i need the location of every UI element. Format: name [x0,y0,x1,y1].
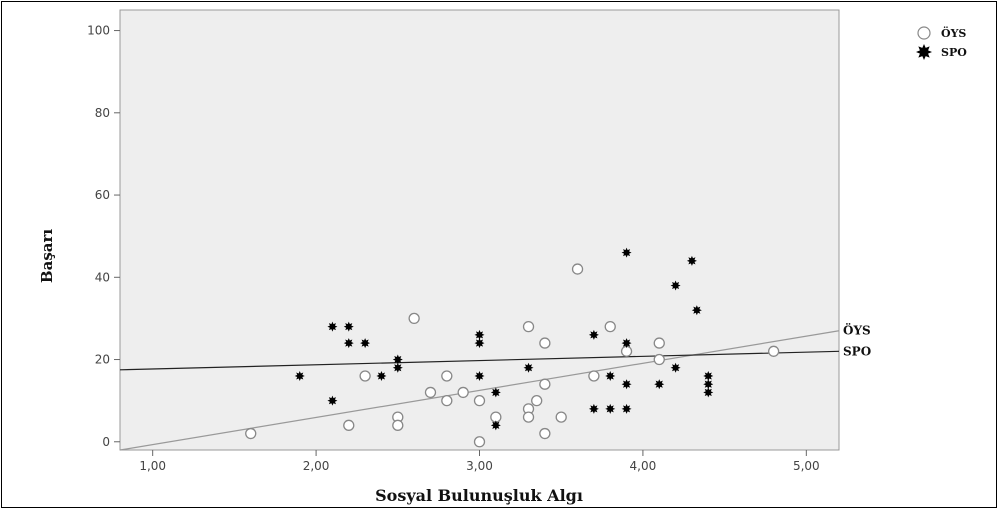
x-tick-label: 1,00 [139,459,166,473]
data-point-spo [294,370,305,381]
data-point-spo [654,379,665,390]
data-point-spo [392,362,403,373]
data-point-oys [473,436,486,448]
fit-line-label-oys: ÖYS [843,322,871,338]
legend-label-oys: ÖYS [941,26,966,40]
data-point-spo [360,338,371,349]
x-tick-label: 3,00 [466,459,493,473]
legend-marker-spo [916,44,932,60]
fit-line-oys [119,330,840,451]
data-point-oys [343,419,355,431]
x-tick-label: 2,00 [303,459,330,473]
y-tick-label: 80 [95,106,110,120]
data-point-oys [408,312,420,325]
data-point-oys [767,345,780,357]
fit-line-label-spo: SPO [843,344,871,358]
fit-lines [119,330,840,451]
legend-marker-oys [917,26,931,40]
data-point-spo [686,255,697,266]
data-point-oys [359,370,371,382]
x-axis-title: Sosyal Bulunuşluk Algı [375,486,583,505]
data-point-spo [490,387,501,398]
data-point-spo [621,379,632,390]
data-point-oys [473,395,486,407]
data-point-oys [522,411,535,423]
data-point-spo [621,403,632,414]
data-point-spo [392,354,403,365]
data-point-oys [531,395,543,407]
data-point-spo [588,403,599,414]
data-point-oys [539,337,551,349]
data-point-spo [474,338,485,349]
y-axis: 0 20 40 60 80 100 [87,24,120,449]
data-point-oys [604,320,616,333]
legend-label-spo: SPO [941,46,967,59]
data-point-spo [703,387,714,398]
y-tick-label: 100 [87,24,110,38]
fit-line-labels: ÖYS SPO [843,322,871,359]
data-point-spo [703,379,714,390]
data-point-spo [621,247,632,258]
data-point-oys [457,386,469,399]
data-point-spo [605,403,616,414]
data-point-oys [571,263,584,275]
y-tick-label: 60 [95,188,110,202]
data-point-oys [522,320,535,333]
data-point-oys [555,411,567,423]
data-point-oys [441,395,453,407]
data-point-oys [539,427,551,440]
data-point-spo [523,362,534,373]
data-point-spo [343,321,354,332]
data-point-oys [653,337,665,349]
data-point-spo [670,362,681,373]
legend-star-shape [916,44,932,60]
fit-line-spo [119,350,840,371]
data-point-spo [588,329,599,340]
y-axis-title: Başarı [38,229,56,283]
data-point-spo [621,338,632,349]
data-point-oys [653,353,665,366]
y-tick-label: 0 [102,435,110,449]
data-point-oys [392,419,404,431]
data-point-oys [424,386,437,399]
data-point-spo [605,370,616,381]
data-point-spo [490,420,501,431]
data-point-spo [703,370,714,381]
x-axis: 1,00 2,00 3,00 4,00 5,00 [139,450,820,473]
data-point-spo [327,395,338,406]
data-point-spo [327,321,338,332]
plot-area [119,9,840,451]
data-point-spo [474,370,485,381]
data-points [245,247,780,448]
data-point-spo [376,370,387,381]
data-point-oys [588,370,600,382]
y-tick-label: 40 [95,270,110,284]
data-point-spo [691,305,702,316]
legend: ÖYS SPO [916,26,967,60]
data-point-spo [474,329,485,340]
data-point-spo [343,338,354,349]
y-tick-label: 20 [95,353,110,367]
x-tick-label: 4,00 [630,459,657,473]
data-point-spo [670,280,681,291]
data-point-oys [245,427,257,440]
data-point-oys [441,370,453,382]
data-point-oys [539,378,551,390]
x-tick-label: 5,00 [793,459,820,473]
